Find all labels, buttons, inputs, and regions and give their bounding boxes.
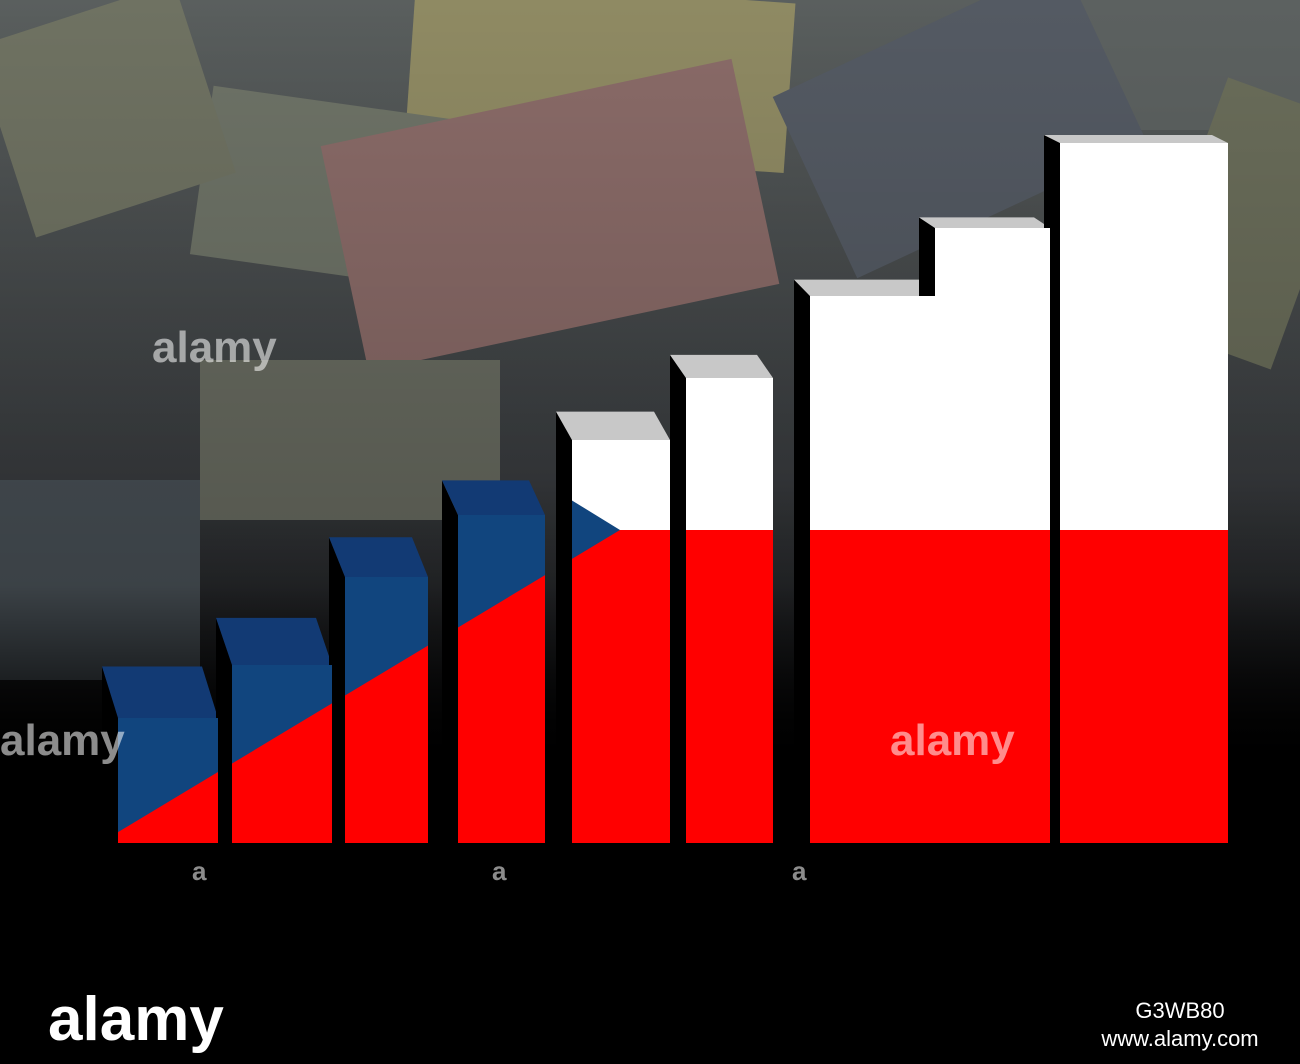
bar-top (329, 537, 428, 577)
watermark: a (192, 856, 207, 886)
bar-top (794, 279, 937, 296)
watermark: a (492, 856, 507, 886)
logo: alamy (48, 985, 224, 1054)
bar-side (442, 480, 458, 843)
bar-top (102, 666, 218, 718)
bar-top (919, 217, 1050, 228)
watermark: alamy (0, 716, 125, 765)
bar-side (102, 666, 118, 843)
watermark: a (792, 856, 807, 886)
bar-top (442, 480, 545, 515)
bar-side (670, 354, 686, 843)
bar-top (556, 411, 670, 440)
image-id: G3WB80 (1135, 998, 1224, 1023)
watermark: alamy (152, 323, 277, 372)
bar-side (556, 411, 572, 843)
bar-top (216, 617, 332, 665)
url: www.alamy.com (1100, 1026, 1258, 1051)
bar-side (216, 617, 232, 843)
bar-top (1044, 135, 1228, 143)
bar-side (794, 279, 810, 844)
bar-side (329, 537, 345, 843)
watermark: alamy (890, 716, 1015, 765)
bar-top (670, 354, 773, 378)
